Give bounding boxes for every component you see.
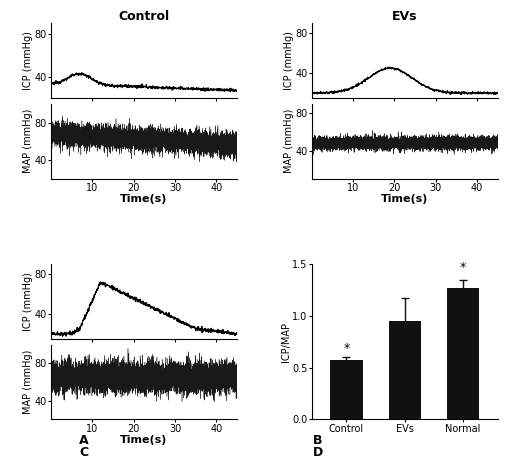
X-axis label: Time(s): Time(s) <box>381 194 428 204</box>
Y-axis label: MAP (mmHg): MAP (mmHg) <box>284 109 294 173</box>
Text: A: A <box>79 434 88 447</box>
Title: Control: Control <box>118 10 170 23</box>
Text: C: C <box>79 446 88 459</box>
Y-axis label: ICP (mmHg): ICP (mmHg) <box>23 272 33 331</box>
Y-axis label: ICP/MAP: ICP/MAP <box>280 322 291 362</box>
Bar <box>331 360 363 419</box>
Y-axis label: MAP (mmHg): MAP (mmHg) <box>23 350 33 414</box>
X-axis label: Time(s): Time(s) <box>120 435 168 445</box>
Title: EVs: EVs <box>392 10 418 23</box>
X-axis label: Time(s): Time(s) <box>120 194 168 204</box>
Text: D: D <box>312 446 323 459</box>
Text: *: * <box>343 342 350 355</box>
Y-axis label: MAP (mmHg): MAP (mmHg) <box>23 109 33 173</box>
Bar <box>389 321 421 419</box>
Bar <box>447 288 479 419</box>
Text: *: * <box>460 261 466 274</box>
Y-axis label: ICP (mmHg): ICP (mmHg) <box>284 31 294 90</box>
Text: B: B <box>313 434 322 447</box>
Y-axis label: ICP (mmHg): ICP (mmHg) <box>23 31 33 90</box>
